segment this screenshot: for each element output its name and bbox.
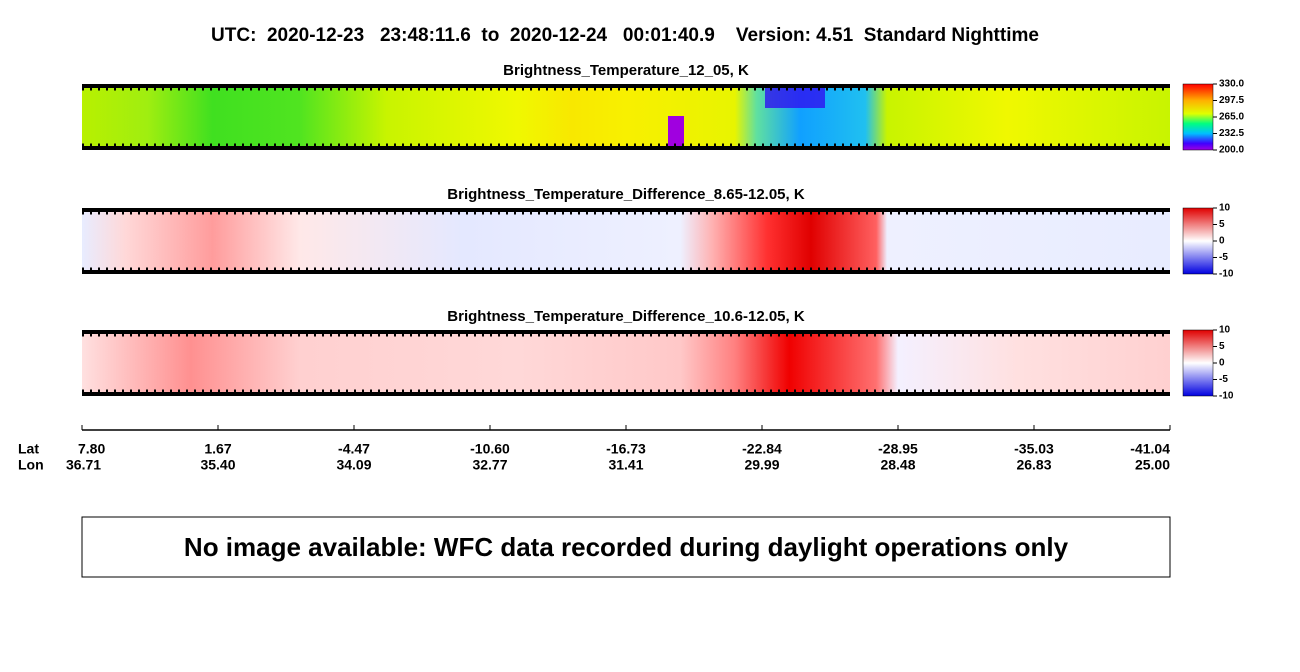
lon-tick-label: 35.40 bbox=[200, 457, 235, 473]
colorbar-tick-label: 265.0 bbox=[1219, 112, 1244, 123]
feature bbox=[765, 86, 825, 108]
colorbar bbox=[1182, 83, 1214, 151]
colorbar-tick-label: 10 bbox=[1219, 203, 1231, 214]
colorbar-tick-label: 232.5 bbox=[1219, 128, 1244, 139]
colorbar-tick-label: -5 bbox=[1219, 374, 1228, 385]
lat-tick-label: -10.60 bbox=[470, 441, 510, 457]
colorbar-tick-label: 330.0 bbox=[1219, 79, 1244, 90]
lat-tick-label: 1.67 bbox=[204, 441, 231, 457]
lon-tick-label: 26.83 bbox=[1016, 457, 1051, 473]
lon-tick-label: 31.41 bbox=[608, 457, 643, 473]
colorbar-tick-label: -10 bbox=[1219, 269, 1234, 280]
title: UTC: 2020-12-23 23:48:11.6 to 2020-12-24… bbox=[211, 25, 1039, 46]
lon-tick-label: 36.71 bbox=[66, 457, 101, 473]
lat-tick-label: -4.47 bbox=[338, 441, 370, 457]
lat-label: Lat bbox=[18, 441, 39, 457]
lon-tick-label: 28.48 bbox=[880, 457, 915, 473]
colorbar-tick-label: 0 bbox=[1219, 358, 1225, 369]
lon-tick-label: 32.77 bbox=[472, 457, 507, 473]
lon-tick-label: 25.00 bbox=[1135, 457, 1170, 473]
lat-tick-label: -41.04 bbox=[1130, 441, 1170, 457]
colorbar-tick-label: 200.0 bbox=[1219, 145, 1244, 156]
lon-label: Lon bbox=[18, 457, 44, 473]
lon-tick-label: 34.09 bbox=[336, 457, 371, 473]
note-box bbox=[81, 516, 1171, 578]
note: No image available: WFC data recorded du… bbox=[184, 532, 1069, 562]
lat-tick-label: -35.03 bbox=[1014, 441, 1054, 457]
lat-tick-label: -22.84 bbox=[742, 441, 782, 457]
lat-tick-label: -28.95 bbox=[878, 441, 918, 457]
colorbar-tick-label: 5 bbox=[1219, 341, 1225, 352]
colorbar-tick-label: 5 bbox=[1219, 219, 1225, 230]
colorbar bbox=[1182, 207, 1214, 275]
colorbar-tick-label: -5 bbox=[1219, 252, 1228, 263]
colorbar bbox=[1182, 329, 1214, 397]
panel-title: Brightness_Temperature_Difference_10.6-1… bbox=[447, 308, 805, 325]
image-strip bbox=[82, 84, 1170, 150]
colorbar-tick-label: 297.5 bbox=[1219, 95, 1244, 106]
panel-title: Brightness_Temperature_Difference_8.65-1… bbox=[447, 186, 805, 203]
lat-tick-label: 7.80 bbox=[78, 441, 105, 457]
lon-tick-label: 29.99 bbox=[744, 457, 779, 473]
colorbar-tick-label: 0 bbox=[1219, 236, 1225, 247]
image-strip bbox=[82, 330, 1170, 396]
colorbar-tick-label: -10 bbox=[1219, 391, 1234, 402]
image-strip bbox=[82, 208, 1170, 274]
colorbar-tick-label: 10 bbox=[1219, 325, 1231, 336]
lat-tick-label: -16.73 bbox=[606, 441, 646, 457]
feature bbox=[668, 116, 684, 148]
panel-title: Brightness_Temperature_12_05, K bbox=[503, 62, 749, 79]
